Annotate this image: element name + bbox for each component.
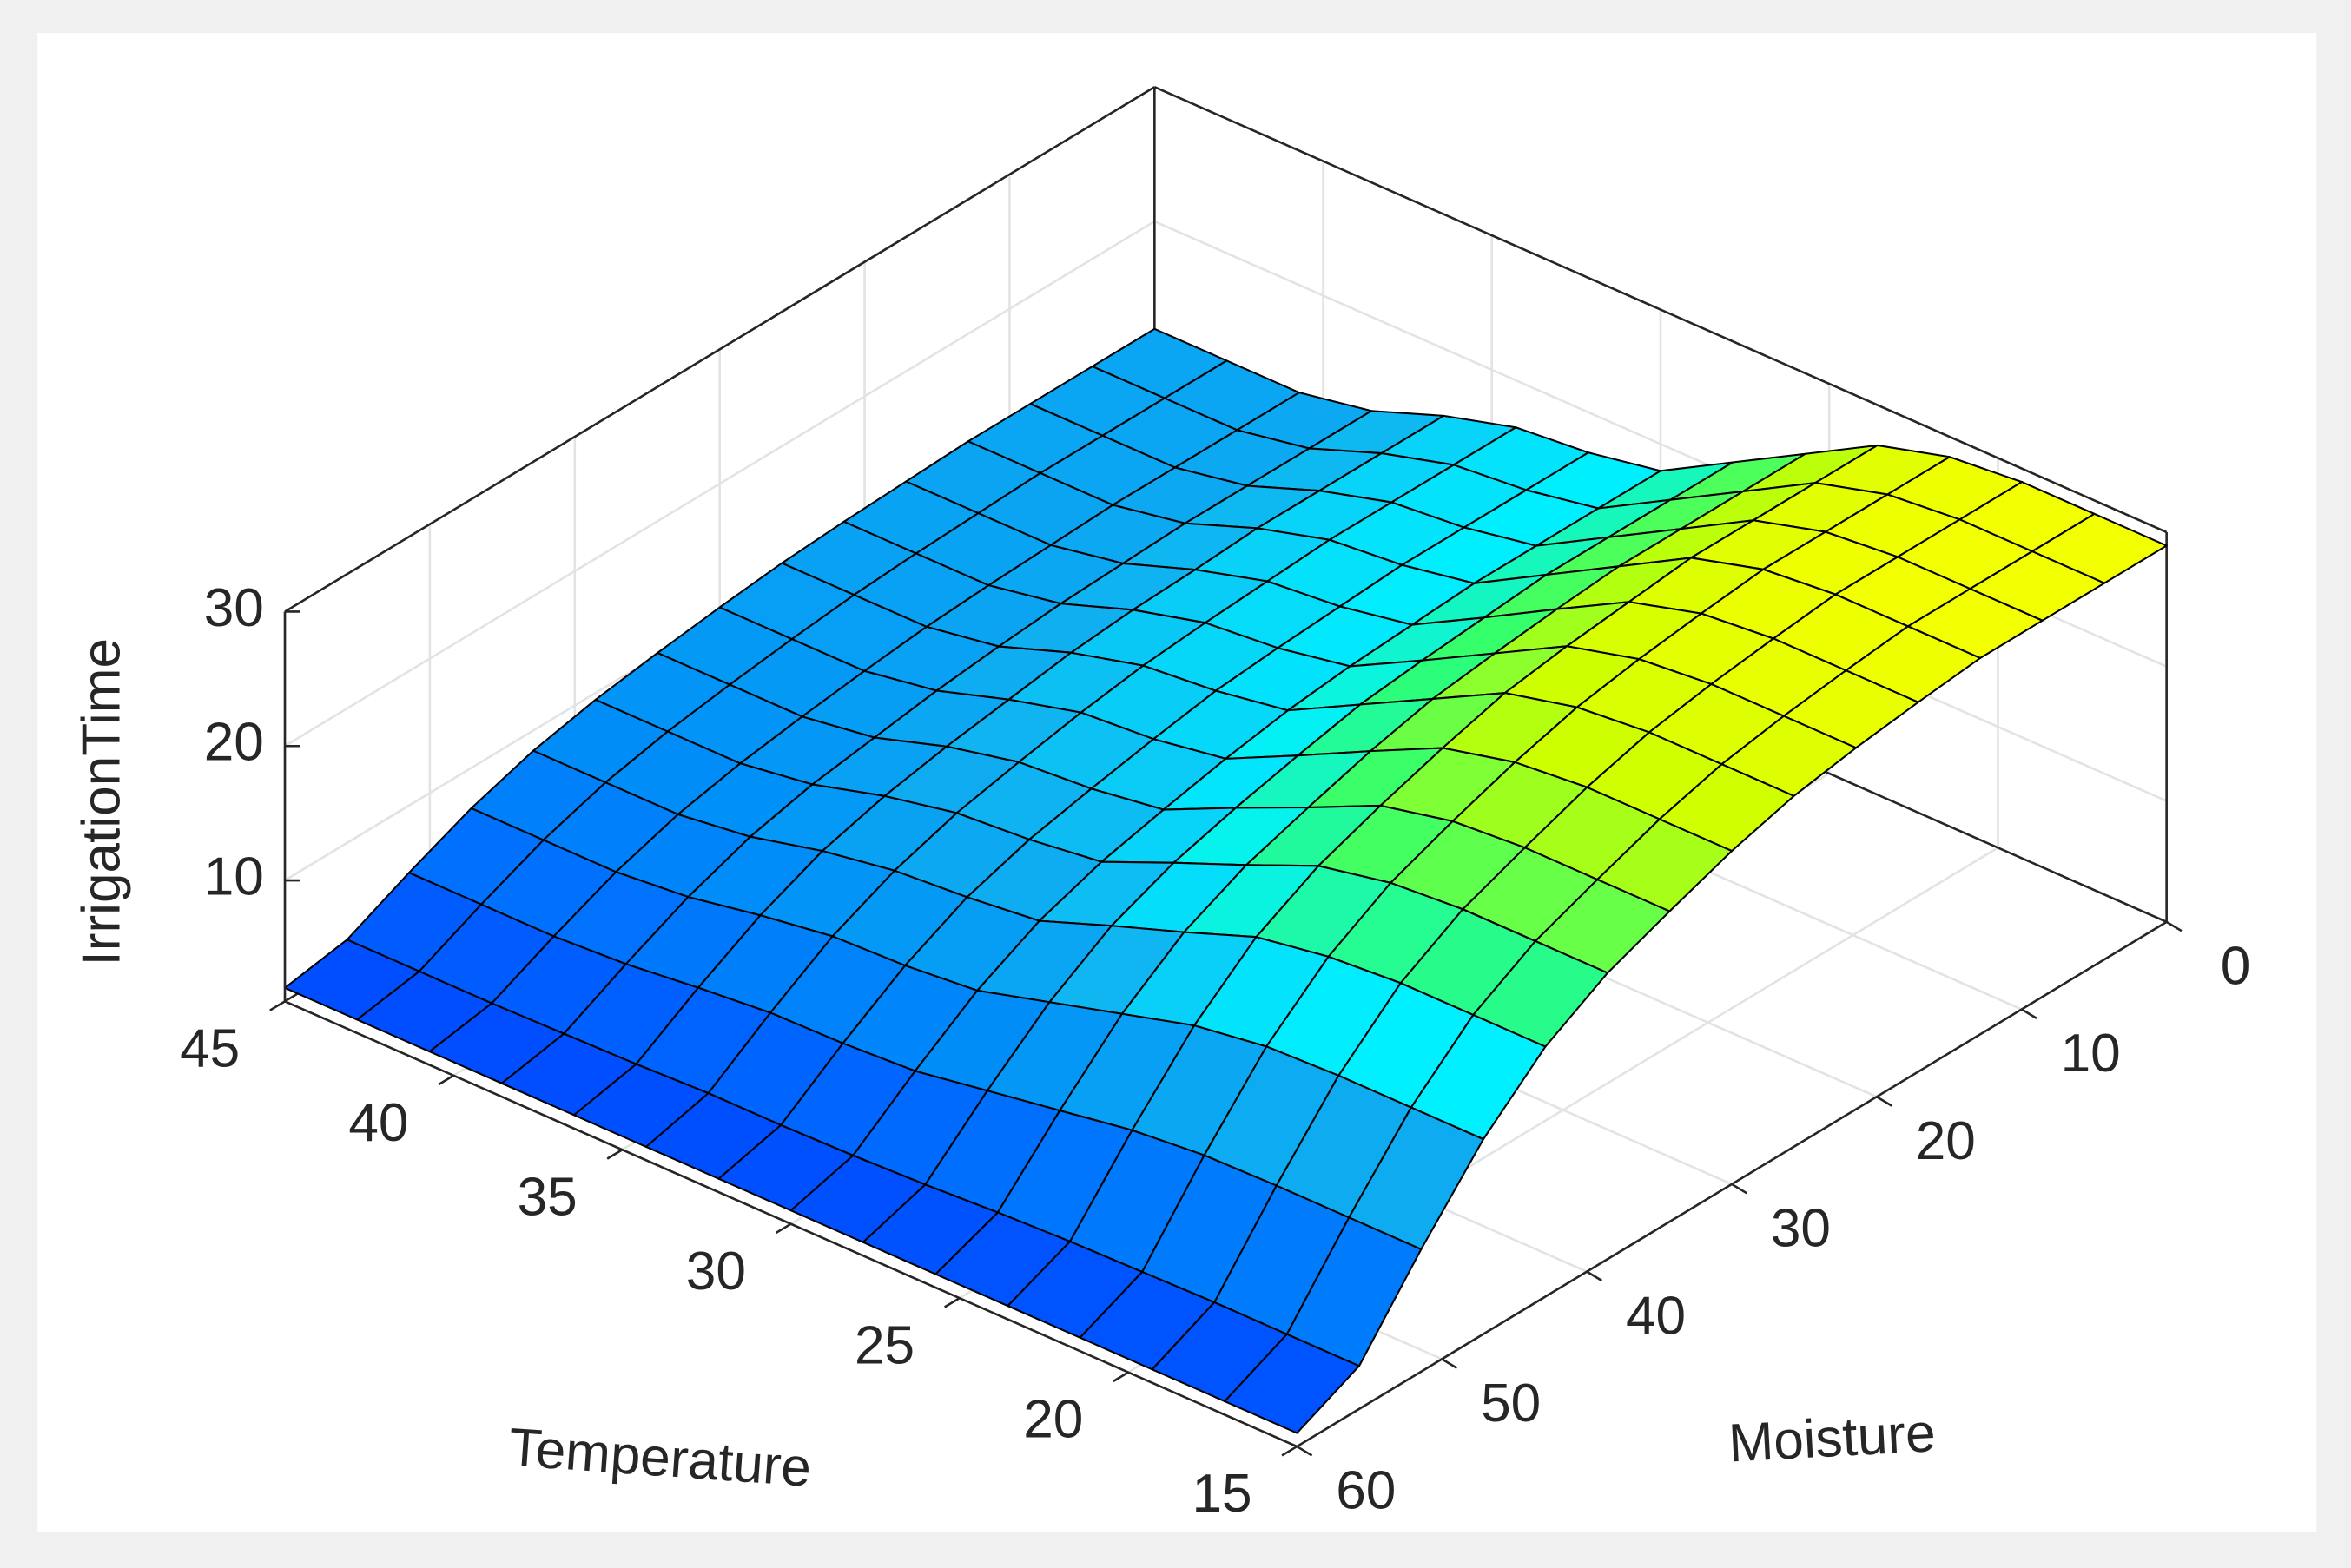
z-tick-label: 10 [204,847,264,906]
surface-patch [1224,1333,1360,1434]
z-tick-label: 20 [204,713,264,773]
x-tick-label: 45 [180,1018,240,1078]
y-tick-label: 50 [1481,1374,1541,1433]
x-tick [269,1000,286,1011]
axes: 15 20 25 30 35 40 45 0 10 20 30 40 50 60 10 20 30 [180,86,2251,1524]
x-tick [775,1222,792,1235]
x-tick-label: 40 [348,1093,408,1153]
y-tick [2165,920,2183,932]
y-tick-label: 60 [1336,1461,1396,1521]
x-tick [1113,1371,1129,1383]
y-tick [1296,1445,1313,1457]
y-tick [1441,1358,1458,1369]
y-tick-label: 30 [1771,1199,1831,1259]
z-tick-label: 30 [204,578,264,638]
x-tick [606,1149,624,1160]
y-tick [1731,1183,1747,1195]
x-tick-label: 25 [855,1315,915,1375]
y-tick-label: 10 [2061,1024,2121,1084]
x-tick-label: 15 [1192,1464,1251,1524]
y-tick-label: 0 [2221,936,2251,996]
x-tick [1281,1445,1298,1457]
x-tick-label: 30 [686,1242,746,1301]
y-tick-label: 40 [1626,1286,1686,1346]
x-tick-label: 35 [518,1167,578,1227]
x-tick [438,1074,454,1086]
y-tick-label: 20 [1916,1111,1976,1171]
z-axis-label: IrrigationTime [71,638,131,966]
y-tick [1586,1270,1603,1282]
y-tick [2021,1008,2037,1020]
x-tick [943,1297,961,1308]
y-tick [1876,1096,1892,1107]
y-axis-label: Moisture [1727,1403,1938,1473]
grid-line [284,220,1155,748]
axis-line [1153,86,2168,534]
axis-line [284,86,1155,613]
x-tick-label: 20 [1023,1390,1083,1450]
